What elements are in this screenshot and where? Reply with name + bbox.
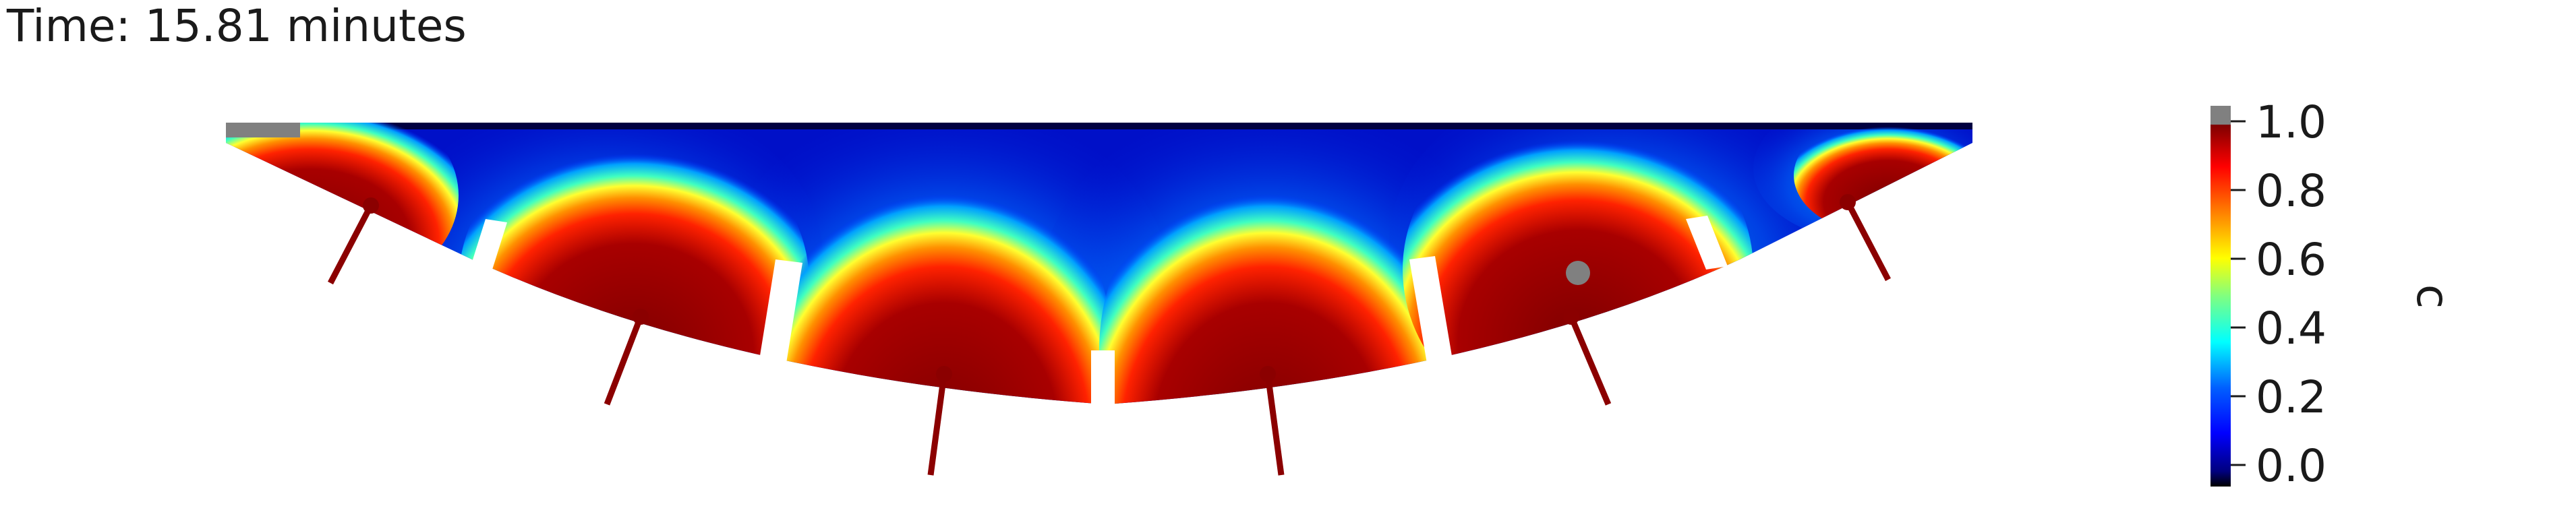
plume-4 <box>1099 155 1436 404</box>
colorbar-tick-label: 1.0 <box>2256 96 2326 148</box>
inlet-nozzles <box>363 194 1856 382</box>
plume-2 <box>459 123 809 404</box>
colorbar-tick-label: 0.6 <box>2256 234 2326 286</box>
plume-1 <box>226 123 459 303</box>
inlet-pipes <box>328 200 1891 476</box>
colorbar-title: c <box>2407 284 2459 309</box>
colorbar-tick-label: 0.4 <box>2256 303 2326 354</box>
colorbar-tick-label: 0.0 <box>2256 440 2326 492</box>
plume-3 <box>775 155 1113 404</box>
plume-6 <box>1794 123 1972 236</box>
colorbar-tick-label: 0.2 <box>2256 371 2326 423</box>
time-label: Time: 15.81 minutes <box>7 0 467 52</box>
colorbar-tick-label: 0.8 <box>2256 165 2326 217</box>
tank-domain <box>226 123 1972 404</box>
colorbar-gradient <box>2211 106 2231 487</box>
colorbar: 1.0 0.8 0.6 0.4 0.2 0.0 c <box>2211 96 2459 492</box>
